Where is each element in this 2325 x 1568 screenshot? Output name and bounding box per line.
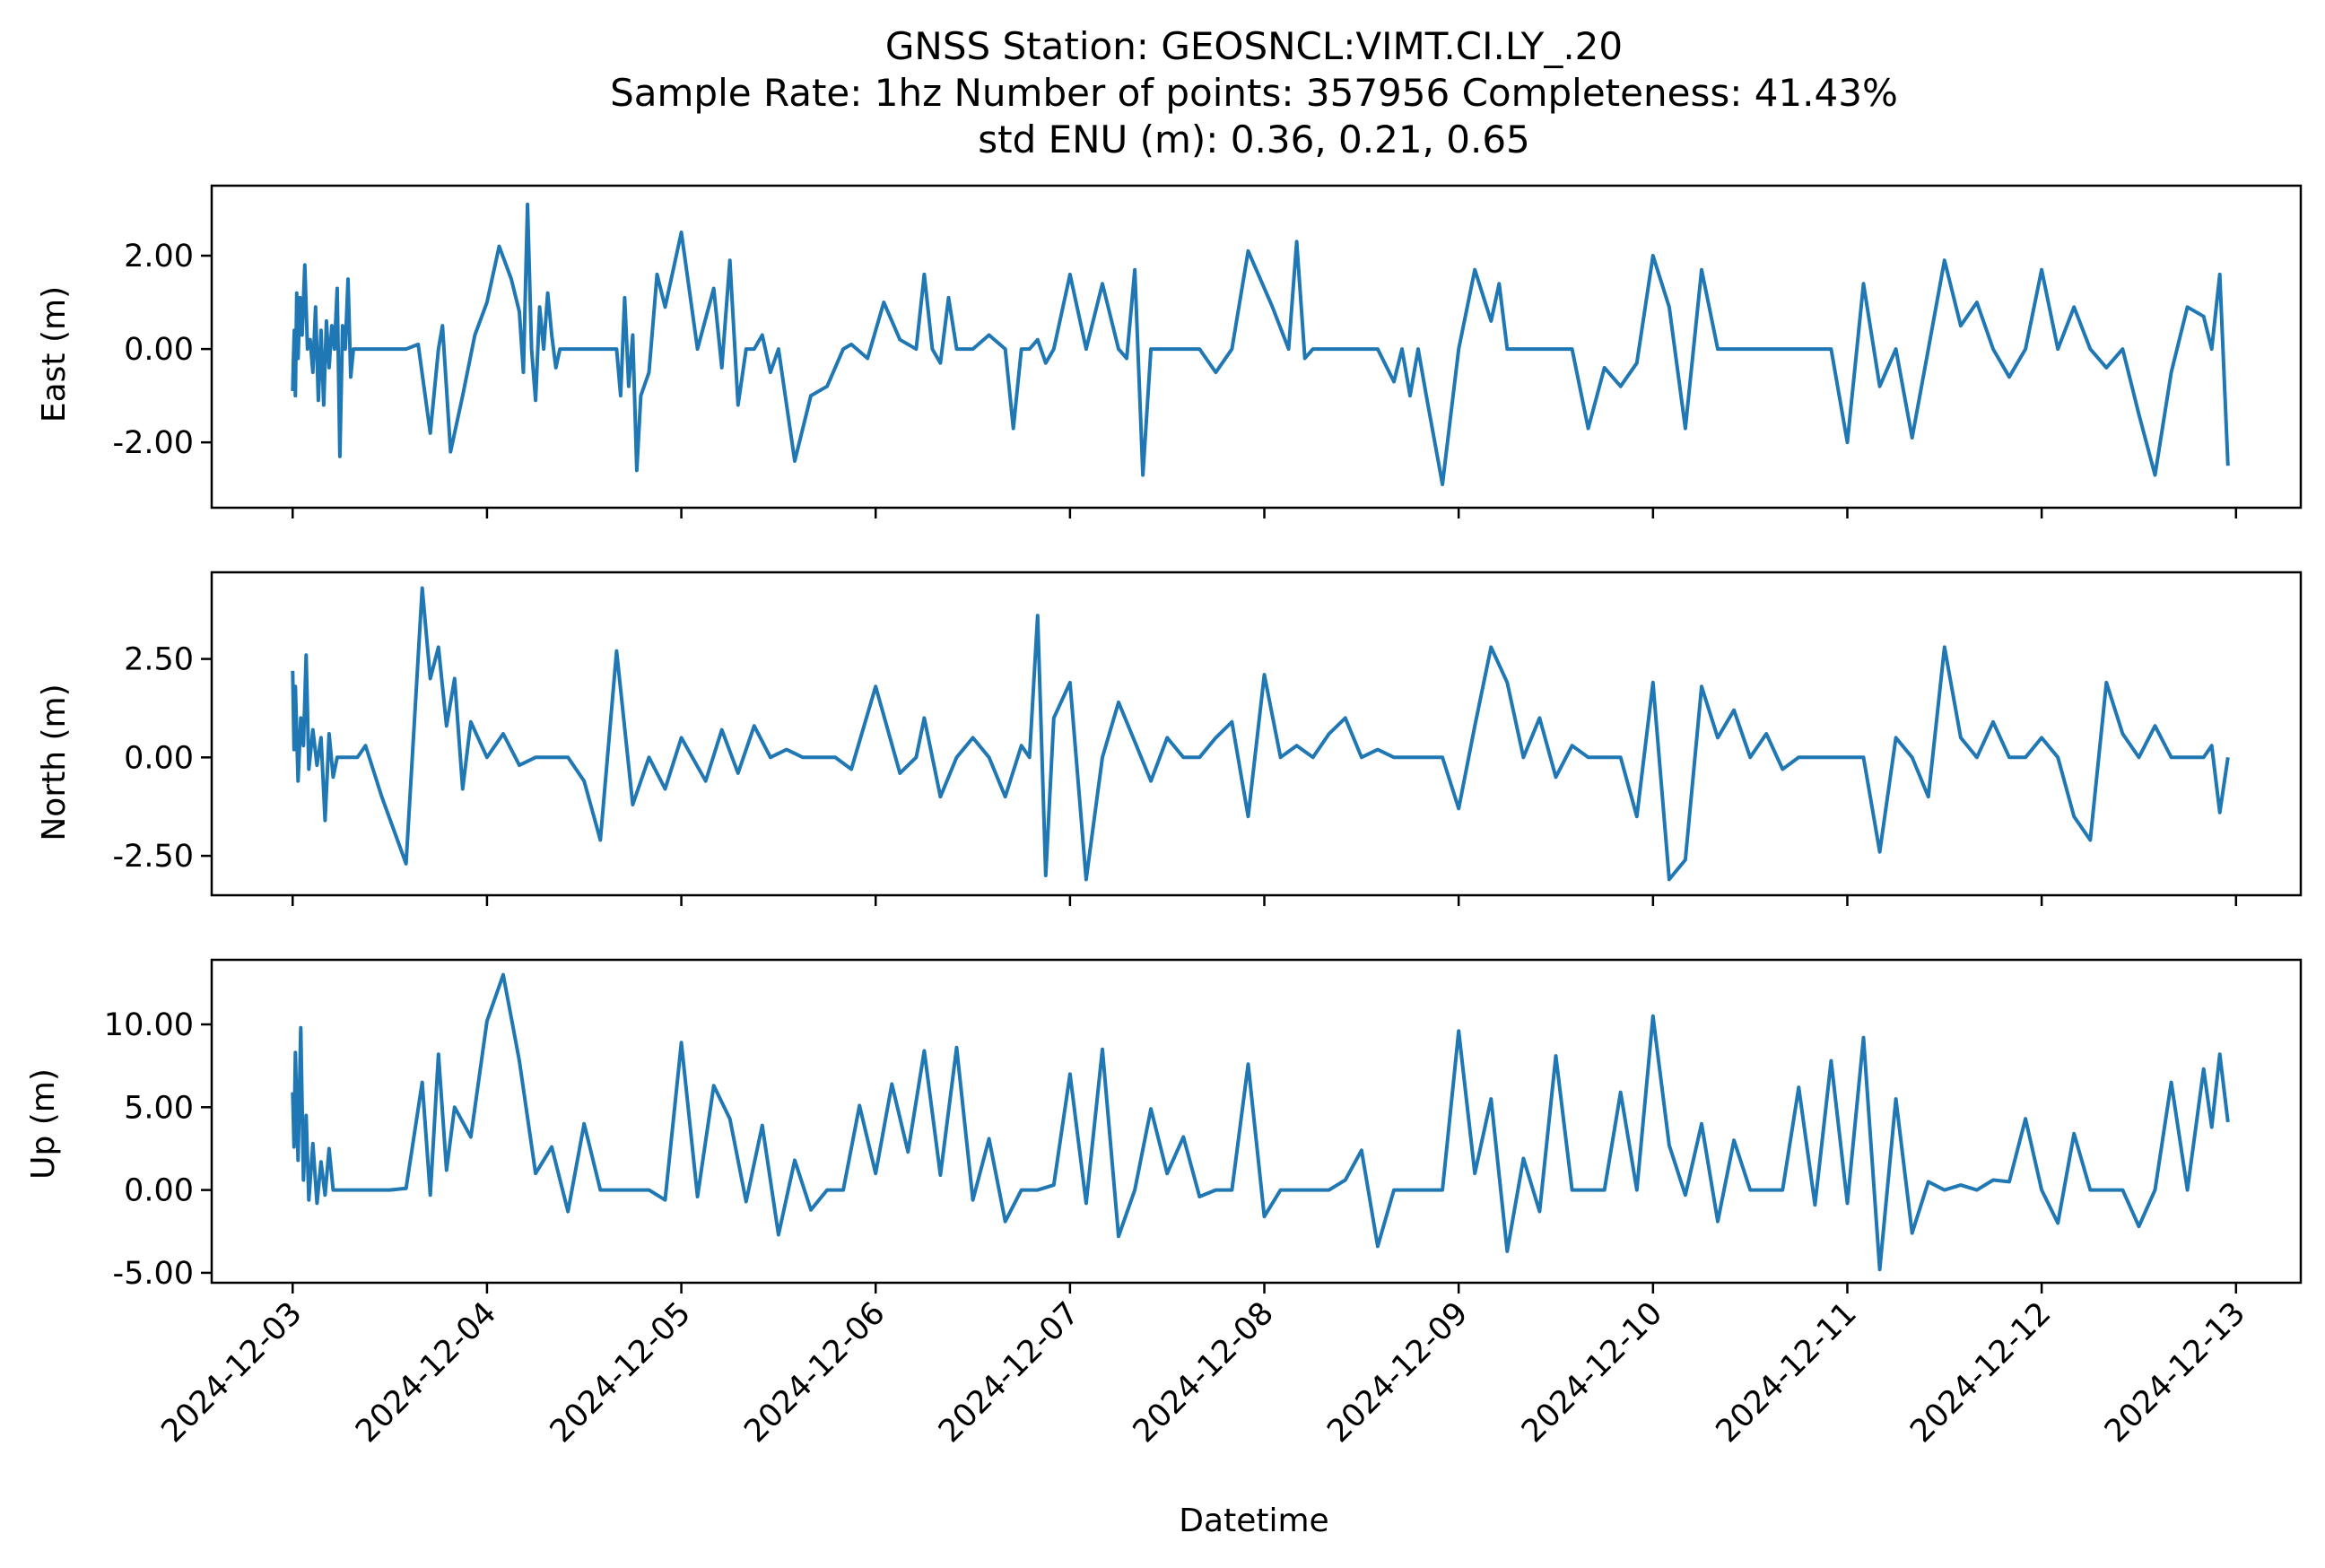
y-tick-label: 0.00 <box>124 740 194 776</box>
y-tick-label: 2.00 <box>124 239 194 274</box>
chart-title: GNSS Station: GEOSNCL:VIMT.CI.LY_.20 Sam… <box>610 24 1898 161</box>
y-tick-label: 10.00 <box>104 1007 194 1043</box>
north-panel: North (m) -2.50 0.00 2.50 <box>36 571 2303 906</box>
title-line-2: Sample Rate: 1hz Number of points: 35795… <box>610 71 1898 115</box>
x-tick-label: 2024-12-12 <box>1903 1295 2058 1450</box>
x-tick-label: 2024-12-13 <box>2098 1295 2252 1450</box>
x-tick-label: 2024-12-07 <box>932 1295 1086 1450</box>
x-tick-label: 2024-12-09 <box>1320 1295 1475 1450</box>
y-tick-label: 2.50 <box>124 642 194 678</box>
y-tick-label: 5.00 <box>124 1090 194 1126</box>
series-line <box>291 202 2230 486</box>
y-tick-label: -2.00 <box>112 425 194 461</box>
up-ylabel: Up (m) <box>25 1068 62 1180</box>
x-tick-label: 2024-12-06 <box>737 1295 892 1450</box>
north-ylabel: North (m) <box>36 684 73 841</box>
plot-frame <box>210 184 2303 510</box>
y-tick-label: -5.00 <box>112 1256 194 1292</box>
y-tick-label: 0.00 <box>124 332 194 368</box>
title-line-3: std ENU (m): 0.36, 0.21, 0.65 <box>978 118 1530 161</box>
x-axis-label: Datetime <box>1179 1503 1328 1539</box>
series-line <box>291 586 2230 882</box>
east-ylabel: East (m) <box>36 286 73 422</box>
x-tick-label: 2024-12-08 <box>1127 1295 1281 1450</box>
east-panel: East (m) -2.00 0.00 2.00 <box>36 184 2303 518</box>
up-panel: Up (m) -5.00 0.00 5.00 10.00 <box>25 958 2303 1294</box>
plot-frame <box>210 571 2303 897</box>
x-tick-label: 2024-12-04 <box>349 1295 503 1450</box>
series-line <box>291 972 2230 1272</box>
title-line-1: GNSS Station: GEOSNCL:VIMT.CI.LY_.20 <box>885 24 1623 68</box>
x-axis: 2024-12-03 2024-12-04 2024-12-05 2024-12-06… <box>155 1295 2253 1450</box>
x-tick-label: 2024-12-03 <box>155 1295 309 1450</box>
plot-frame <box>210 958 2303 1285</box>
x-tick-label: 2024-12-11 <box>1710 1295 1864 1450</box>
y-tick-label: -2.50 <box>112 839 194 875</box>
x-tick-label: 2024-12-05 <box>544 1295 698 1450</box>
y-tick-label: 0.00 <box>124 1173 194 1209</box>
x-tick-label: 2024-12-10 <box>1515 1295 1669 1450</box>
